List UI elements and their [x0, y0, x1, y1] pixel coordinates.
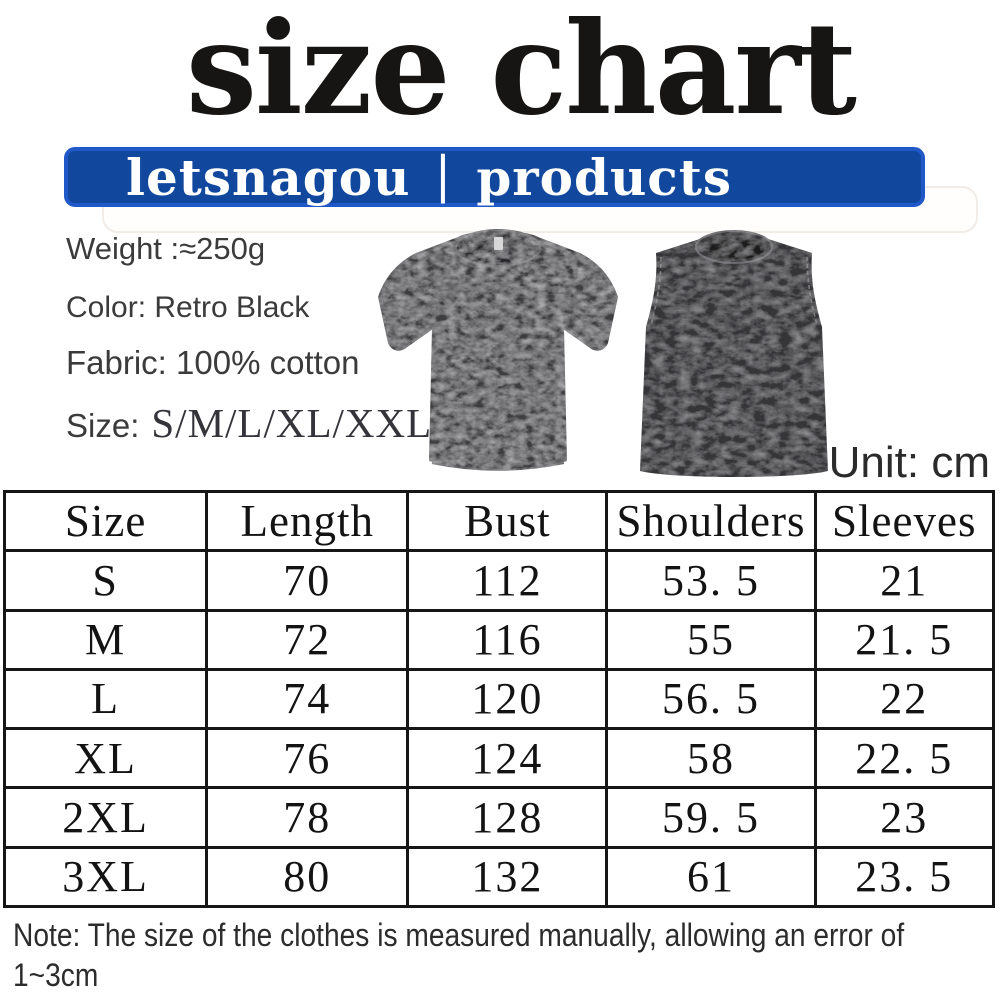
table-cell: 22	[813, 670, 992, 728]
size-table: Size Length Bust Shoulders Sleeves S 70 112 53. …	[3, 490, 995, 908]
table-cell: 56. 5	[605, 670, 813, 728]
product-photos	[378, 229, 828, 477]
table-cell: 112	[406, 552, 605, 609]
banner-separator: |	[434, 146, 453, 204]
table-cell: L	[91, 674, 121, 724]
table-cell: 120	[406, 670, 605, 728]
size-label: Size:	[66, 407, 140, 444]
table-cell: 53. 5	[605, 552, 813, 609]
table-cell: 23. 5	[813, 848, 992, 905]
table-row: XL 76 124 58 22. 5	[6, 727, 992, 787]
table-cell: 3XL	[62, 852, 149, 902]
table-header-cell: Size	[64, 496, 147, 547]
table-header-cell: Bust	[406, 493, 605, 550]
table-cell: 58	[605, 730, 813, 787]
table-row: 3XL 80 132 61 23. 5	[6, 845, 992, 905]
table-row: 2XL 78 128 59. 5 23	[6, 786, 992, 846]
table-cell: 21. 5	[813, 611, 992, 668]
table-header-cell: Length	[205, 493, 406, 550]
table-cell: 80	[205, 848, 406, 905]
table-cell: XL	[74, 733, 137, 783]
table-cell: 21	[813, 552, 992, 609]
banner-label: products	[476, 147, 732, 207]
table-cell: 76	[205, 730, 406, 787]
note-text: Note: The size of the clothes is measure…	[13, 915, 999, 995]
table-cell: 128	[406, 789, 605, 846]
page-title: size chart	[186, 0, 857, 144]
table-cell: 74	[205, 670, 406, 728]
color-text: Color: Retro Black	[66, 291, 310, 324]
table-cell: 70	[205, 552, 406, 609]
table-cell: 116	[406, 611, 605, 668]
table-cell: S	[92, 555, 119, 605]
table-row: S 70 112 53. 5 21	[6, 549, 992, 609]
table-cell: 72	[205, 611, 406, 668]
table-cell: 61	[605, 848, 813, 905]
table-cell: 23	[813, 789, 992, 846]
brand-banner: letsnagou | products	[64, 146, 925, 207]
table-cell: M	[85, 615, 127, 665]
collar-label	[494, 237, 503, 250]
table-cell: 124	[406, 730, 605, 787]
table-cell: 132	[406, 848, 605, 905]
note-line-1: Note: The size of the clothes is measure…	[13, 917, 905, 953]
tshirt-photo	[378, 229, 618, 471]
table-cell: 22. 5	[813, 730, 992, 787]
table-cell: 78	[205, 789, 406, 846]
table-cell: 2XL	[62, 793, 149, 843]
table-cell: 59. 5	[605, 789, 813, 846]
table-row: L 74 120 56. 5 22	[6, 667, 992, 728]
fabric-text: Fabric: 100% cotton	[66, 344, 360, 381]
tank-top-photo	[640, 230, 828, 477]
table-header-row: Size Length Bust Shoulders Sleeves	[6, 493, 992, 550]
note-line-2: 1~3cm	[13, 957, 99, 993]
brand-name: letsnagou	[126, 147, 411, 207]
table-row: M 72 116 55 21. 5	[6, 608, 992, 668]
table-header-cell: Sleeves	[813, 493, 992, 550]
unit-label: Unit: cm	[828, 438, 990, 487]
table-cell: 55	[605, 611, 813, 668]
weight-text: Weight :≈250g	[66, 231, 266, 266]
table-header-cell: Shoulders	[605, 493, 813, 550]
